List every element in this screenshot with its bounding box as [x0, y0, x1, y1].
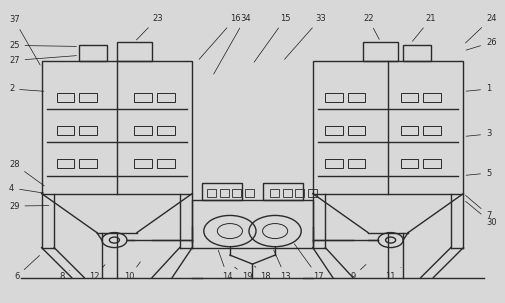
Text: 28: 28	[9, 159, 44, 186]
Text: 24: 24	[466, 14, 496, 43]
Text: 27: 27	[9, 56, 76, 65]
Text: 29: 29	[9, 201, 49, 211]
Bar	[79, 93, 97, 102]
Bar	[348, 159, 366, 168]
Text: 30: 30	[466, 201, 496, 227]
Bar	[157, 159, 175, 168]
Text: 3: 3	[466, 129, 491, 138]
Bar	[203, 183, 242, 200]
Bar	[232, 189, 241, 197]
Bar	[363, 42, 398, 62]
Text: 8: 8	[59, 270, 70, 281]
Text: 25: 25	[9, 41, 76, 50]
Bar	[57, 93, 74, 102]
Text: 14: 14	[218, 250, 233, 281]
Text: 11: 11	[386, 268, 401, 281]
Bar	[400, 159, 418, 168]
Bar	[270, 189, 279, 197]
Bar	[423, 93, 441, 102]
Text: 9: 9	[350, 265, 366, 281]
Text: 26: 26	[466, 38, 496, 50]
Text: 13: 13	[274, 250, 291, 281]
Bar	[423, 126, 441, 135]
Text: 33: 33	[284, 14, 326, 59]
Bar	[283, 189, 292, 197]
Text: 22: 22	[363, 14, 379, 39]
Text: 10: 10	[124, 262, 140, 281]
Bar	[57, 159, 74, 168]
Bar	[134, 126, 152, 135]
Text: 19: 19	[235, 267, 253, 281]
Bar	[313, 62, 464, 194]
Bar	[423, 159, 441, 168]
Bar	[117, 42, 152, 62]
Text: 12: 12	[89, 265, 105, 281]
Bar	[325, 159, 343, 168]
Bar	[325, 126, 343, 135]
Bar	[348, 93, 366, 102]
Bar	[157, 126, 175, 135]
Bar	[41, 62, 192, 194]
Bar	[403, 45, 431, 62]
Bar	[79, 45, 107, 62]
Text: 34: 34	[214, 14, 250, 74]
Text: 16: 16	[199, 14, 240, 59]
Text: 23: 23	[136, 14, 163, 40]
Bar	[79, 159, 97, 168]
Bar	[308, 189, 317, 197]
Bar	[295, 189, 304, 197]
Bar	[400, 126, 418, 135]
Text: 37: 37	[9, 15, 40, 65]
Bar	[134, 159, 152, 168]
Bar	[348, 126, 366, 135]
Text: 1: 1	[466, 85, 491, 93]
Text: 2: 2	[9, 85, 44, 93]
Bar	[57, 126, 74, 135]
Bar	[263, 183, 302, 200]
Bar	[207, 189, 216, 197]
Text: 18: 18	[255, 266, 271, 281]
Text: 15: 15	[254, 14, 290, 62]
Bar	[157, 93, 175, 102]
Bar	[134, 93, 152, 102]
Bar	[400, 93, 418, 102]
Text: 17: 17	[294, 244, 323, 281]
Bar	[220, 189, 229, 197]
Bar	[245, 189, 254, 197]
Text: 21: 21	[413, 14, 436, 41]
Text: 7: 7	[466, 195, 491, 220]
Text: 6: 6	[14, 255, 39, 281]
Bar	[325, 93, 343, 102]
Bar	[192, 200, 313, 248]
Bar	[79, 126, 97, 135]
Text: 5: 5	[466, 168, 491, 178]
Text: 4: 4	[9, 184, 44, 193]
